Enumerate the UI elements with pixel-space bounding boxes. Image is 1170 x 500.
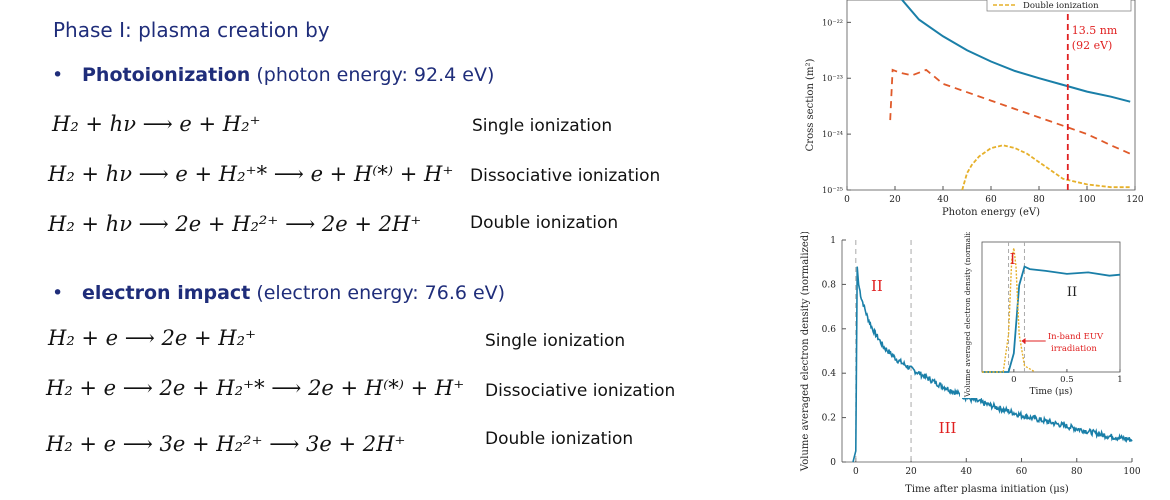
inset-series-line-0 <box>982 265 1121 373</box>
electron-dissociative-label: Dissociative ionization <box>485 381 676 401</box>
x-tick-label: 20 <box>889 195 901 205</box>
x-tick-label: 100 <box>1078 195 1095 205</box>
x-axis-label: Time after plasma initiation (μs) <box>905 484 1069 495</box>
photoionization-title: Photoionization <box>82 64 251 86</box>
bullet-dot-icon: • <box>52 64 64 86</box>
inset-x-tick-label: 0 <box>1011 375 1016 385</box>
electron-dissociative-equation: H₂ + e ⟶ 2e + H₂⁺* ⟶ 2e + H⁽*⁾ + H⁺ <box>46 376 465 400</box>
inset-series-line-1 <box>982 247 1036 373</box>
x-tick-label: 80 <box>1033 195 1045 205</box>
y-tick-label: 10⁻²² <box>822 18 843 27</box>
slide-heading: Phase I: plasma creation by <box>53 18 330 42</box>
series-line-1 <box>889 68 1131 155</box>
inset-x-tick-label: 0.5 <box>1060 375 1074 385</box>
x-tick-label: 0 <box>844 195 850 205</box>
x-tick-label: 40 <box>961 467 973 477</box>
inset-frame <box>981 241 1121 373</box>
cross-section-chart: 0 20 40 60 80 100 120 10⁻²² 10⁻²³ 10⁻²⁴ 10⁻²⁵ Photo… <box>805 0 1144 218</box>
x-tick-label: 120 <box>1126 195 1143 205</box>
region-label-III: III <box>939 419 957 437</box>
electron-double-equation: H₂ + e ⟶ 3e + H₂²⁺ ⟶ 3e + 2H⁺ <box>46 432 406 456</box>
photon-energy-note: (photon energy: 92.4 eV) <box>250 64 495 86</box>
photoionization-bullet: • Photoionization (photon energy: 92.4 eV… <box>52 64 494 86</box>
y-tick-label: 0.6 <box>822 325 837 335</box>
electron-double-label: Double ionization <box>485 429 634 449</box>
photo-single-label: Single ionization <box>472 116 613 136</box>
electron-impact-bullet: • electron impact (electron energy: 76.6 … <box>52 282 505 304</box>
inset-region-label-I: I <box>1010 250 1016 268</box>
y-tick-label: 10⁻²⁴ <box>822 130 843 139</box>
euv-annotation-line1: In-band EUV <box>1048 332 1104 342</box>
euv-arrow-icon <box>1021 338 1026 344</box>
x-tick-label: 60 <box>985 195 997 205</box>
photo-double-label: Double ionization <box>470 213 619 233</box>
y-axis-label: Volume averaged electron density (normal… <box>800 232 811 472</box>
y-tick-label: 0.8 <box>822 280 837 290</box>
legend-label: Double ionization <box>1023 1 1099 11</box>
bullet-dot-icon: • <box>52 282 64 304</box>
marker-label: 13.5 nm <box>1072 24 1118 37</box>
photo-dissociative-label: Dissociative ionization <box>470 166 661 186</box>
photo-double-equation: H₂ + hν ⟶ 2e + H₂²⁺ ⟶ 2e + 2H⁺ <box>48 212 422 236</box>
y-tick-label: 0.2 <box>822 414 836 424</box>
electron-impact-title: electron impact <box>82 282 251 304</box>
electron-energy-note: (electron energy: 76.6 eV) <box>250 282 506 304</box>
x-tick-label: 60 <box>1016 467 1028 477</box>
legend-box <box>986 0 1132 12</box>
density-series-line <box>852 266 1133 463</box>
marker-sublabel: (92 eV) <box>1072 39 1113 52</box>
electron-single-label: Single ionization <box>485 331 626 351</box>
x-tick-label: 40 <box>937 195 949 205</box>
y-tick-label: 10⁻²⁵ <box>822 186 843 195</box>
inset-x-tick-label: 1 <box>1117 375 1122 385</box>
series-line-2 <box>961 144 1131 191</box>
x-axis-label: Photon energy (eV) <box>942 207 1040 218</box>
inset-y-axis-label: Volume averaged electron density (normal… <box>963 232 972 398</box>
inset-x-axis-label: Time (μs) <box>1029 386 1072 397</box>
y-tick-label: 0.4 <box>822 369 837 379</box>
region-label-II: II <box>871 277 883 295</box>
electron-density-chart: 0 20 40 60 80 100 0 0.2 0.4 0.6 0.8 1 Time after pla… <box>800 232 1141 495</box>
y-tick-label: 1 <box>830 236 836 246</box>
electron-single-equation: H₂ + e ⟶ 2e + H₂⁺ <box>48 326 257 350</box>
y-tick-label: 0 <box>830 458 836 468</box>
inset-region-label-II: II <box>1067 285 1077 300</box>
x-tick-label: 0 <box>853 467 859 477</box>
x-tick-label: 80 <box>1071 467 1083 477</box>
series-line-0 <box>900 0 1131 103</box>
euv-annotation-line2: irradiation <box>1051 344 1097 354</box>
x-tick-label: 20 <box>905 467 917 477</box>
y-tick-label: 10⁻²³ <box>822 74 843 83</box>
y-axis-label: Cross section (m²) <box>805 59 816 152</box>
photo-single-equation: H₂ + hν ⟶ e + H₂⁺ <box>52 112 261 136</box>
photo-dissociative-equation: H₂ + hν ⟶ e + H₂⁺* ⟶ e + H⁽*⁾ + H⁺ <box>48 162 454 186</box>
x-tick-label: 100 <box>1123 467 1140 477</box>
